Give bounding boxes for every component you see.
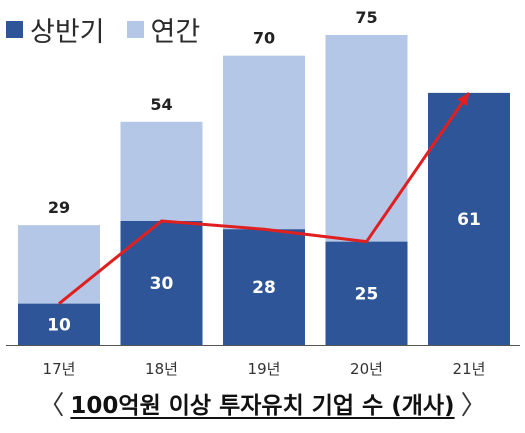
x-tick-label-4: 21년 [453,360,486,378]
chart-caption: 〈 100억원 이상 투자유치 기업 수 (개사) 〉 [0,378,525,428]
legend-label-half: 상반기 [30,17,105,48]
label-half-1: 30 [150,274,174,294]
label-half-2: 28 [252,278,276,298]
caption-left-bracket: 〈 [38,390,65,421]
trend-line-half [58,92,471,305]
legend-swatch-half [6,21,23,38]
bar-half-0 [18,303,100,345]
x-tick-label-2: 19년 [248,360,281,378]
legend: 상반기 연간 [6,10,222,49]
caption-title: 100억원 이상 투자유치 기업 수 (개사) [70,386,454,420]
chart-plot: 29 10 17년 54 30 18년 70 28 19년 75 25 20년 61 21년 [6,8,520,378]
label-annual-1: 54 [150,95,172,114]
label-annual-0: 29 [48,198,70,217]
label-half-0: 10 [47,315,71,335]
x-tick-label-3: 20년 [350,360,383,378]
label-half-4: 61 [457,210,481,230]
label-annual-3: 75 [355,8,377,27]
trend-line-arrowhead [457,92,469,107]
legend-item-half: 상반기 [6,10,105,49]
x-tick-label-0: 17년 [43,360,76,378]
x-tick-label-1: 18년 [145,360,178,378]
legend-item-annual: 연간 [126,10,201,49]
bar-half-2 [223,229,305,345]
label-half-3: 25 [355,284,379,304]
caption-title-text: 100억원 이상 투자유치 기업 수 (개사) [70,393,455,419]
legend-label-annual: 연간 [150,17,201,48]
label-annual-2: 70 [253,29,275,48]
legend-swatch-annual [126,21,144,38]
caption-right-bracket: 〉 [460,390,487,421]
bar-half-3 [325,241,408,345]
